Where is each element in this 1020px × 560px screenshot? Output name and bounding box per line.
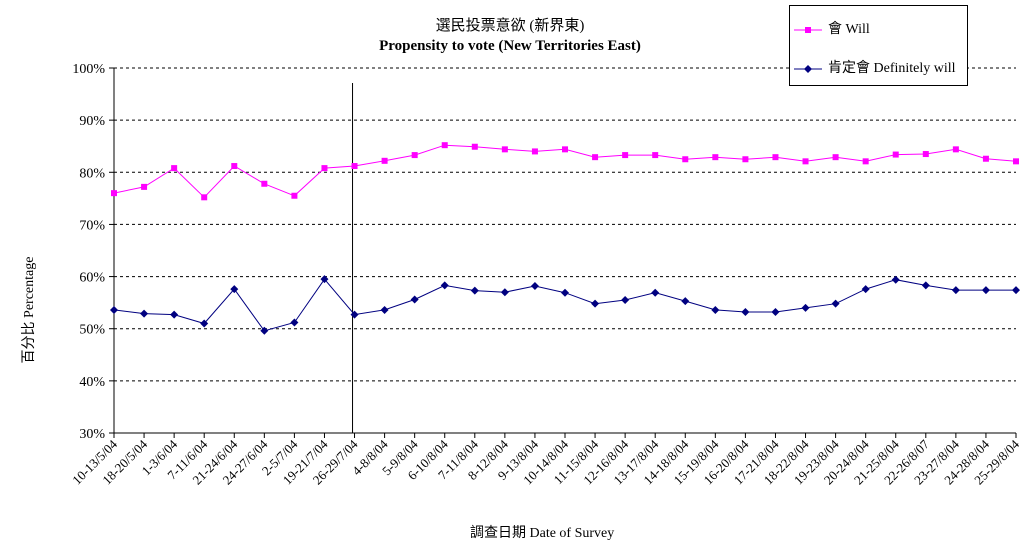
data-point-definitely-will	[771, 308, 780, 317]
data-point-will	[652, 152, 659, 159]
data-point-will	[622, 152, 629, 159]
data-point-definitely-will	[921, 281, 930, 290]
y-tick-label: 30%	[79, 427, 105, 442]
data-point-will	[411, 152, 418, 159]
data-point-will	[892, 151, 899, 158]
data-point-definitely-will	[440, 281, 449, 290]
data-point-definitely-will	[320, 275, 329, 284]
data-point-will	[351, 163, 358, 170]
data-point-will	[832, 154, 839, 161]
y-tick-label: 60%	[79, 271, 105, 286]
data-point-definitely-will	[410, 295, 419, 304]
x-tick-labels: 10-13/5/0418-20/5/041-3/6/047-11/6/0421-…	[69, 436, 1020, 487]
data-point-definitely-will	[831, 299, 840, 308]
data-point-definitely-will	[530, 281, 539, 290]
data-point-definitely-will	[561, 288, 569, 297]
data-point-definitely-will	[200, 319, 209, 328]
legend-label-definitely-will: 肯定會 Definitely will	[828, 61, 956, 76]
data-point-definitely-will	[260, 326, 269, 335]
data-point-will	[982, 155, 989, 162]
y-tick-label: 80%	[79, 166, 105, 181]
data-point-will	[772, 154, 779, 161]
legend-label-will: 會 Will	[828, 22, 870, 37]
y-tick-label: 70%	[79, 218, 105, 233]
y-tick-label: 100%	[72, 62, 105, 77]
y-tick-label: 50%	[79, 323, 105, 338]
data-point-will	[712, 154, 719, 161]
data-point-will	[171, 165, 178, 172]
chart-title-zh: 選民投票意欲 (新界東)	[435, 18, 585, 34]
data-point-definitely-will	[350, 310, 359, 319]
data-point-definitely-will	[951, 286, 960, 295]
data-point-definitely-will	[651, 288, 660, 297]
data-point-will	[291, 192, 298, 199]
data-point-definitely-will	[861, 285, 870, 294]
legend-swatch-definitely-will	[794, 65, 822, 73]
gridlines	[114, 67, 1016, 382]
data-point-will	[201, 194, 208, 201]
data-point-will	[111, 190, 117, 197]
axes	[109, 67, 1017, 438]
y-tick-label: 90%	[79, 114, 105, 129]
data-point-definitely-will	[891, 275, 900, 284]
data-point-definitely-will	[1012, 286, 1020, 295]
data-point-definitely-will	[801, 303, 810, 312]
data-point-will	[862, 158, 869, 165]
data-point-definitely-will	[230, 285, 239, 294]
data-point-will	[441, 142, 448, 149]
data-point-will	[531, 148, 538, 155]
series-line-0	[113, 144, 1017, 199]
series-lines	[113, 144, 1017, 332]
series-points	[110, 142, 1020, 335]
data-point-will	[682, 156, 689, 163]
data-point-will	[592, 154, 599, 161]
legend: 會 Will 肯定會 Definitely will	[789, 5, 968, 86]
x-axis-label: 調查日期 Date of Survey	[470, 526, 615, 541]
data-point-definitely-will	[140, 309, 149, 318]
data-point-will	[742, 156, 749, 163]
data-point-will	[321, 165, 328, 172]
data-point-definitely-will	[621, 296, 630, 305]
data-point-will	[141, 183, 148, 190]
data-point-definitely-will	[110, 305, 118, 314]
data-point-will	[231, 163, 238, 170]
data-point-will	[1013, 158, 1019, 165]
data-point-definitely-will	[380, 305, 389, 314]
y-axis-label: 百分比 Percentage	[22, 256, 37, 364]
y-tick-label: 40%	[79, 375, 105, 390]
series-line-1	[113, 278, 1016, 332]
legend-swatch-will	[794, 27, 822, 33]
data-point-definitely-will	[290, 318, 299, 327]
data-point-will	[802, 158, 809, 165]
data-point-will	[471, 143, 478, 150]
y-tick-labels: 30% 40% 50% 60% 70% 80% 90% 100%	[72, 62, 105, 442]
data-point-will	[381, 157, 388, 164]
data-point-will	[922, 151, 929, 158]
data-point-definitely-will	[741, 308, 750, 317]
data-point-will	[952, 146, 959, 153]
data-point-will	[562, 146, 568, 153]
data-point-definitely-will	[170, 310, 179, 319]
data-point-definitely-will	[470, 286, 479, 295]
data-point-definitely-will	[500, 288, 509, 297]
data-point-will	[501, 146, 508, 153]
data-point-definitely-will	[711, 305, 720, 314]
data-point-definitely-will	[681, 297, 690, 306]
data-point-definitely-will	[981, 286, 990, 295]
data-point-definitely-will	[591, 299, 600, 308]
chart-title-en: Propensity to vote (New Territories East…	[379, 38, 641, 54]
data-point-will	[261, 180, 268, 187]
